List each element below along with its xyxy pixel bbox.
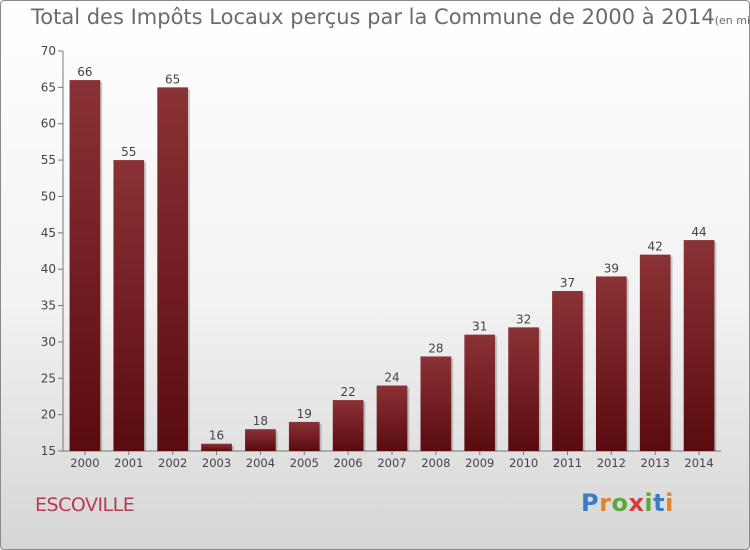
x-tick-label-2004: 2004 [246,456,275,470]
x-tick-label-2010: 2010 [509,456,538,470]
bar-2002 [157,87,189,451]
y-tick-label: 35 [41,299,56,313]
x-tick-label-2003: 2003 [202,456,231,470]
value-label-2001: 55 [121,145,136,159]
bar-2001 [113,160,145,451]
y-tick-label: 55 [41,153,56,167]
value-label-2014: 44 [691,225,706,239]
x-tick-label-2013: 2013 [641,456,670,470]
value-label-2007: 24 [384,371,399,385]
x-tick-label-2005: 2005 [290,456,319,470]
logo-letter: o [611,489,629,517]
value-label-2006: 22 [340,385,355,399]
bar-2004 [245,429,276,451]
x-tick-label-2002: 2002 [158,456,187,470]
value-label-2003: 16 [209,429,224,443]
value-label-2005: 19 [297,407,312,421]
value-label-2008: 28 [428,341,443,355]
value-label-2000: 66 [77,65,92,79]
logo-letter: i [644,489,654,517]
value-label-2002: 65 [165,72,180,86]
value-label-2010: 32 [516,312,531,326]
bar-2009 [464,334,496,451]
value-label-2009: 31 [472,320,487,334]
bar-2014 [683,240,715,451]
logo-letter: r [599,489,612,517]
commune-name: ESCOVILLE [35,494,135,516]
value-label-2012: 39 [604,261,619,275]
logo-letter: t [653,489,666,517]
y-tick-label: 60 [41,117,56,131]
proxiti-logo: Proxiti [581,489,674,517]
y-tick-label: 30 [41,335,56,349]
y-tick-label: 15 [41,444,56,458]
bar-2013 [639,254,671,451]
bar-2007 [376,385,408,451]
title-main: Total des Impôts Locaux perçus par la Co… [31,5,715,29]
x-tick-label-2001: 2001 [114,456,143,470]
logo-letter: x [628,489,645,517]
y-tick-label: 65 [41,80,56,94]
title-unit: (en milliers d'€) [714,14,750,27]
bar-2011 [552,291,583,451]
chart-title: Total des Impôts Locaux perçus par la Co… [31,5,750,29]
bar-2000 [69,80,101,451]
x-tick-label-2012: 2012 [597,456,626,470]
x-tick-label-2006: 2006 [333,456,362,470]
bar-2003 [201,443,232,451]
y-tick-label: 50 [41,189,56,203]
y-tick-label: 45 [41,226,56,240]
bar-2012 [595,276,627,451]
x-tick-label-2011: 2011 [553,456,582,470]
value-label-2004: 18 [253,414,268,428]
logo-letter: P [581,489,600,517]
bar-2010 [508,327,539,451]
y-tick-label: 40 [41,262,56,276]
value-label-2013: 42 [648,240,663,254]
bar-2008 [420,356,452,451]
x-tick-label-2007: 2007 [377,456,406,470]
x-tick-label-2008: 2008 [421,456,450,470]
value-label-2011: 37 [560,276,575,290]
x-tick-label-2009: 2009 [465,456,494,470]
x-tick-label-2000: 2000 [70,456,99,470]
x-tick-label-2014: 2014 [684,456,713,470]
logo-letter: i [665,489,674,517]
bar-2006 [332,400,364,451]
y-tick-label: 25 [41,371,56,385]
y-tick-label: 20 [41,408,56,422]
y-tick-label: 70 [41,44,56,58]
bar-2005 [288,421,320,451]
